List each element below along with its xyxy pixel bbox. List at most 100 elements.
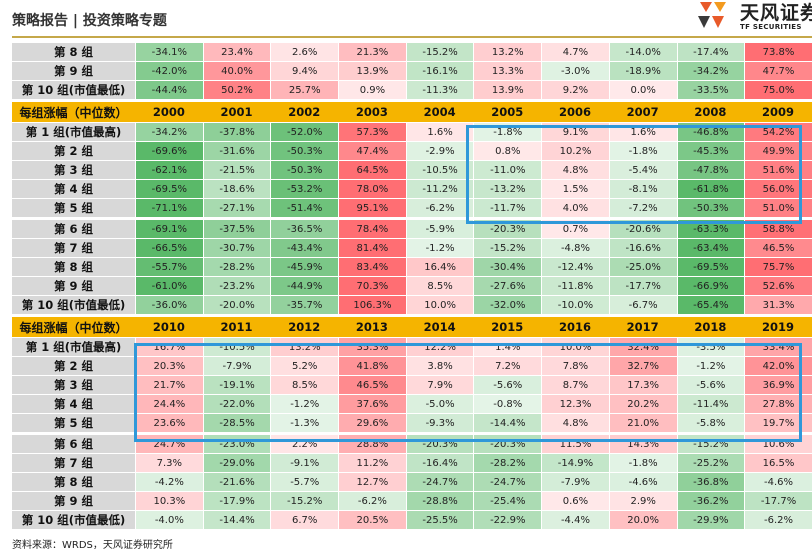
return-cell: 2.9% bbox=[608, 492, 677, 510]
return-cell: 49.9% bbox=[744, 142, 812, 160]
return-cell: -25.4% bbox=[473, 492, 542, 510]
return-cell: 31.3% bbox=[744, 296, 812, 314]
return-cell: 1.5% bbox=[541, 180, 609, 198]
return-cell: 7.9% bbox=[405, 376, 474, 394]
return-cell: -35.7% bbox=[270, 296, 339, 314]
group-label: 第 3 组 bbox=[12, 161, 135, 179]
return-cell: -66.9% bbox=[676, 277, 745, 295]
return-cell: 2.6% bbox=[270, 43, 339, 61]
return-cell: -11.0% bbox=[473, 161, 542, 179]
return-cell: 23.4% bbox=[202, 43, 271, 61]
return-cell: 47.4% bbox=[338, 142, 406, 160]
group-label: 第 10 组(市值最低) bbox=[12, 511, 135, 529]
return-cell: 52.6% bbox=[744, 277, 812, 295]
return-cell: 7.3% bbox=[135, 454, 203, 472]
year-header: 2011 bbox=[220, 320, 253, 334]
logo-subtext: TF SECURITIES bbox=[740, 23, 802, 31]
return-cell: -14.4% bbox=[202, 511, 271, 529]
year-header-row: 每组涨幅（中位数） 2000 2001 2002 2003 2004 2005 2006 200… bbox=[12, 102, 812, 122]
return-cell: -30.4% bbox=[473, 258, 542, 276]
return-cell: 35.3% bbox=[338, 338, 406, 356]
return-cell: -19.1% bbox=[202, 376, 271, 394]
table-row: 第 10 组(市值最低) -36.0% -20.0% -35.7% 106.3% 10.0… bbox=[12, 296, 812, 315]
return-cell: -6.2% bbox=[405, 199, 474, 217]
return-cell: -28.2% bbox=[473, 454, 542, 472]
group-label: 第 6 组 bbox=[12, 435, 135, 453]
return-cell: 10.0% bbox=[405, 296, 474, 314]
return-cell: -14.4% bbox=[473, 414, 542, 432]
return-cell: 78.0% bbox=[338, 180, 406, 198]
return-cell: -6.7% bbox=[608, 296, 677, 314]
table-row: 第 3 组 21.7% -19.1% 8.5% 46.5% 7.9% -5.6% 8.7% 17… bbox=[12, 376, 812, 395]
return-cell: 10.3% bbox=[135, 492, 203, 510]
return-cell: -50.3% bbox=[270, 142, 339, 160]
return-cell: -31.6% bbox=[202, 142, 271, 160]
return-cell: -24.7% bbox=[473, 473, 542, 491]
return-cell: 1.6% bbox=[405, 123, 474, 141]
table-row: 第 1 组(市值最高) 16.7% -10.5% 13.2% 35.3% 12.2% 1.4… bbox=[12, 338, 812, 357]
return-cell: -11.8% bbox=[541, 277, 609, 295]
return-cell: -1.8% bbox=[608, 454, 677, 472]
year-header: 2001 bbox=[220, 105, 253, 119]
report-title: 策略报告 | 投资策略专题 bbox=[12, 13, 167, 29]
year-header: 2018 bbox=[694, 320, 727, 334]
return-cell: 75.7% bbox=[744, 258, 812, 276]
return-cell: 24.7% bbox=[135, 435, 203, 453]
return-cell: 6.7% bbox=[270, 511, 339, 529]
return-cell: 12.7% bbox=[338, 473, 406, 491]
return-cell: -66.5% bbox=[135, 239, 203, 257]
return-cell: -36.0% bbox=[135, 296, 203, 314]
return-cell: 20.0% bbox=[608, 511, 677, 529]
return-cell: -29.9% bbox=[676, 511, 745, 529]
return-cell: 20.5% bbox=[338, 511, 406, 529]
return-cell: -21.5% bbox=[202, 161, 271, 179]
year-header: 2016 bbox=[558, 320, 591, 334]
return-cell: -1.2% bbox=[270, 395, 339, 413]
table-row: 第 9 组 -42.0% 40.0% 9.4% 13.9% -16.1% 13.3% -3.0… bbox=[12, 62, 812, 81]
return-cell: 2.2% bbox=[270, 435, 339, 453]
return-cell: 17.3% bbox=[608, 376, 677, 394]
return-cell: -69.1% bbox=[135, 220, 203, 238]
return-cell: -28.8% bbox=[405, 492, 474, 510]
return-cell: -45.9% bbox=[270, 258, 339, 276]
return-cell: -5.9% bbox=[405, 220, 474, 238]
return-cell: -71.1% bbox=[135, 199, 203, 217]
return-cell: -5.0% bbox=[405, 395, 474, 413]
return-cell: -29.0% bbox=[202, 454, 271, 472]
return-cell: -18.6% bbox=[202, 180, 271, 198]
year-header: 2006 bbox=[558, 105, 591, 119]
return-cell: 8.7% bbox=[541, 376, 609, 394]
year-header: 2004 bbox=[423, 105, 456, 119]
return-cell: 0.7% bbox=[541, 220, 609, 238]
return-cell: -5.7% bbox=[270, 473, 339, 491]
group-label: 第 5 组 bbox=[12, 414, 135, 432]
return-cell: -20.0% bbox=[202, 296, 271, 314]
table-row: 第 5 组 -71.1% -27.1% -51.4% 95.1% -6.2% -11.7% 4… bbox=[12, 199, 812, 218]
return-cell: 51.6% bbox=[744, 161, 812, 179]
return-cell: -36.8% bbox=[676, 473, 745, 491]
group-label: 第 8 组 bbox=[12, 473, 135, 491]
return-cell: -21.6% bbox=[202, 473, 271, 491]
return-cell: 57.3% bbox=[338, 123, 406, 141]
group-label: 第 1 组(市值最高) bbox=[12, 338, 135, 356]
return-cell: 4.8% bbox=[541, 414, 609, 432]
return-cell: 51.0% bbox=[744, 199, 812, 217]
return-cell: 8.5% bbox=[270, 376, 339, 394]
year-header: 2005 bbox=[491, 105, 524, 119]
return-cell: 70.3% bbox=[338, 277, 406, 295]
return-cell: -20.3% bbox=[405, 435, 474, 453]
group-label: 第 2 组 bbox=[12, 142, 135, 160]
return-cell: -23.2% bbox=[202, 277, 271, 295]
return-cell: -44.4% bbox=[135, 81, 203, 99]
return-cell: -34.1% bbox=[135, 43, 203, 61]
return-cell: -43.4% bbox=[270, 239, 339, 257]
return-cell: -28.5% bbox=[202, 414, 271, 432]
return-cell: -3.5% bbox=[676, 338, 745, 356]
return-cell: -5.6% bbox=[676, 376, 745, 394]
return-cell: -25.5% bbox=[405, 511, 474, 529]
return-cell: 9.2% bbox=[541, 81, 609, 99]
return-cell: -25.2% bbox=[676, 454, 745, 472]
return-cell: -12.4% bbox=[541, 258, 609, 276]
year-header: 2000 bbox=[152, 105, 185, 119]
return-cell: -5.4% bbox=[608, 161, 677, 179]
